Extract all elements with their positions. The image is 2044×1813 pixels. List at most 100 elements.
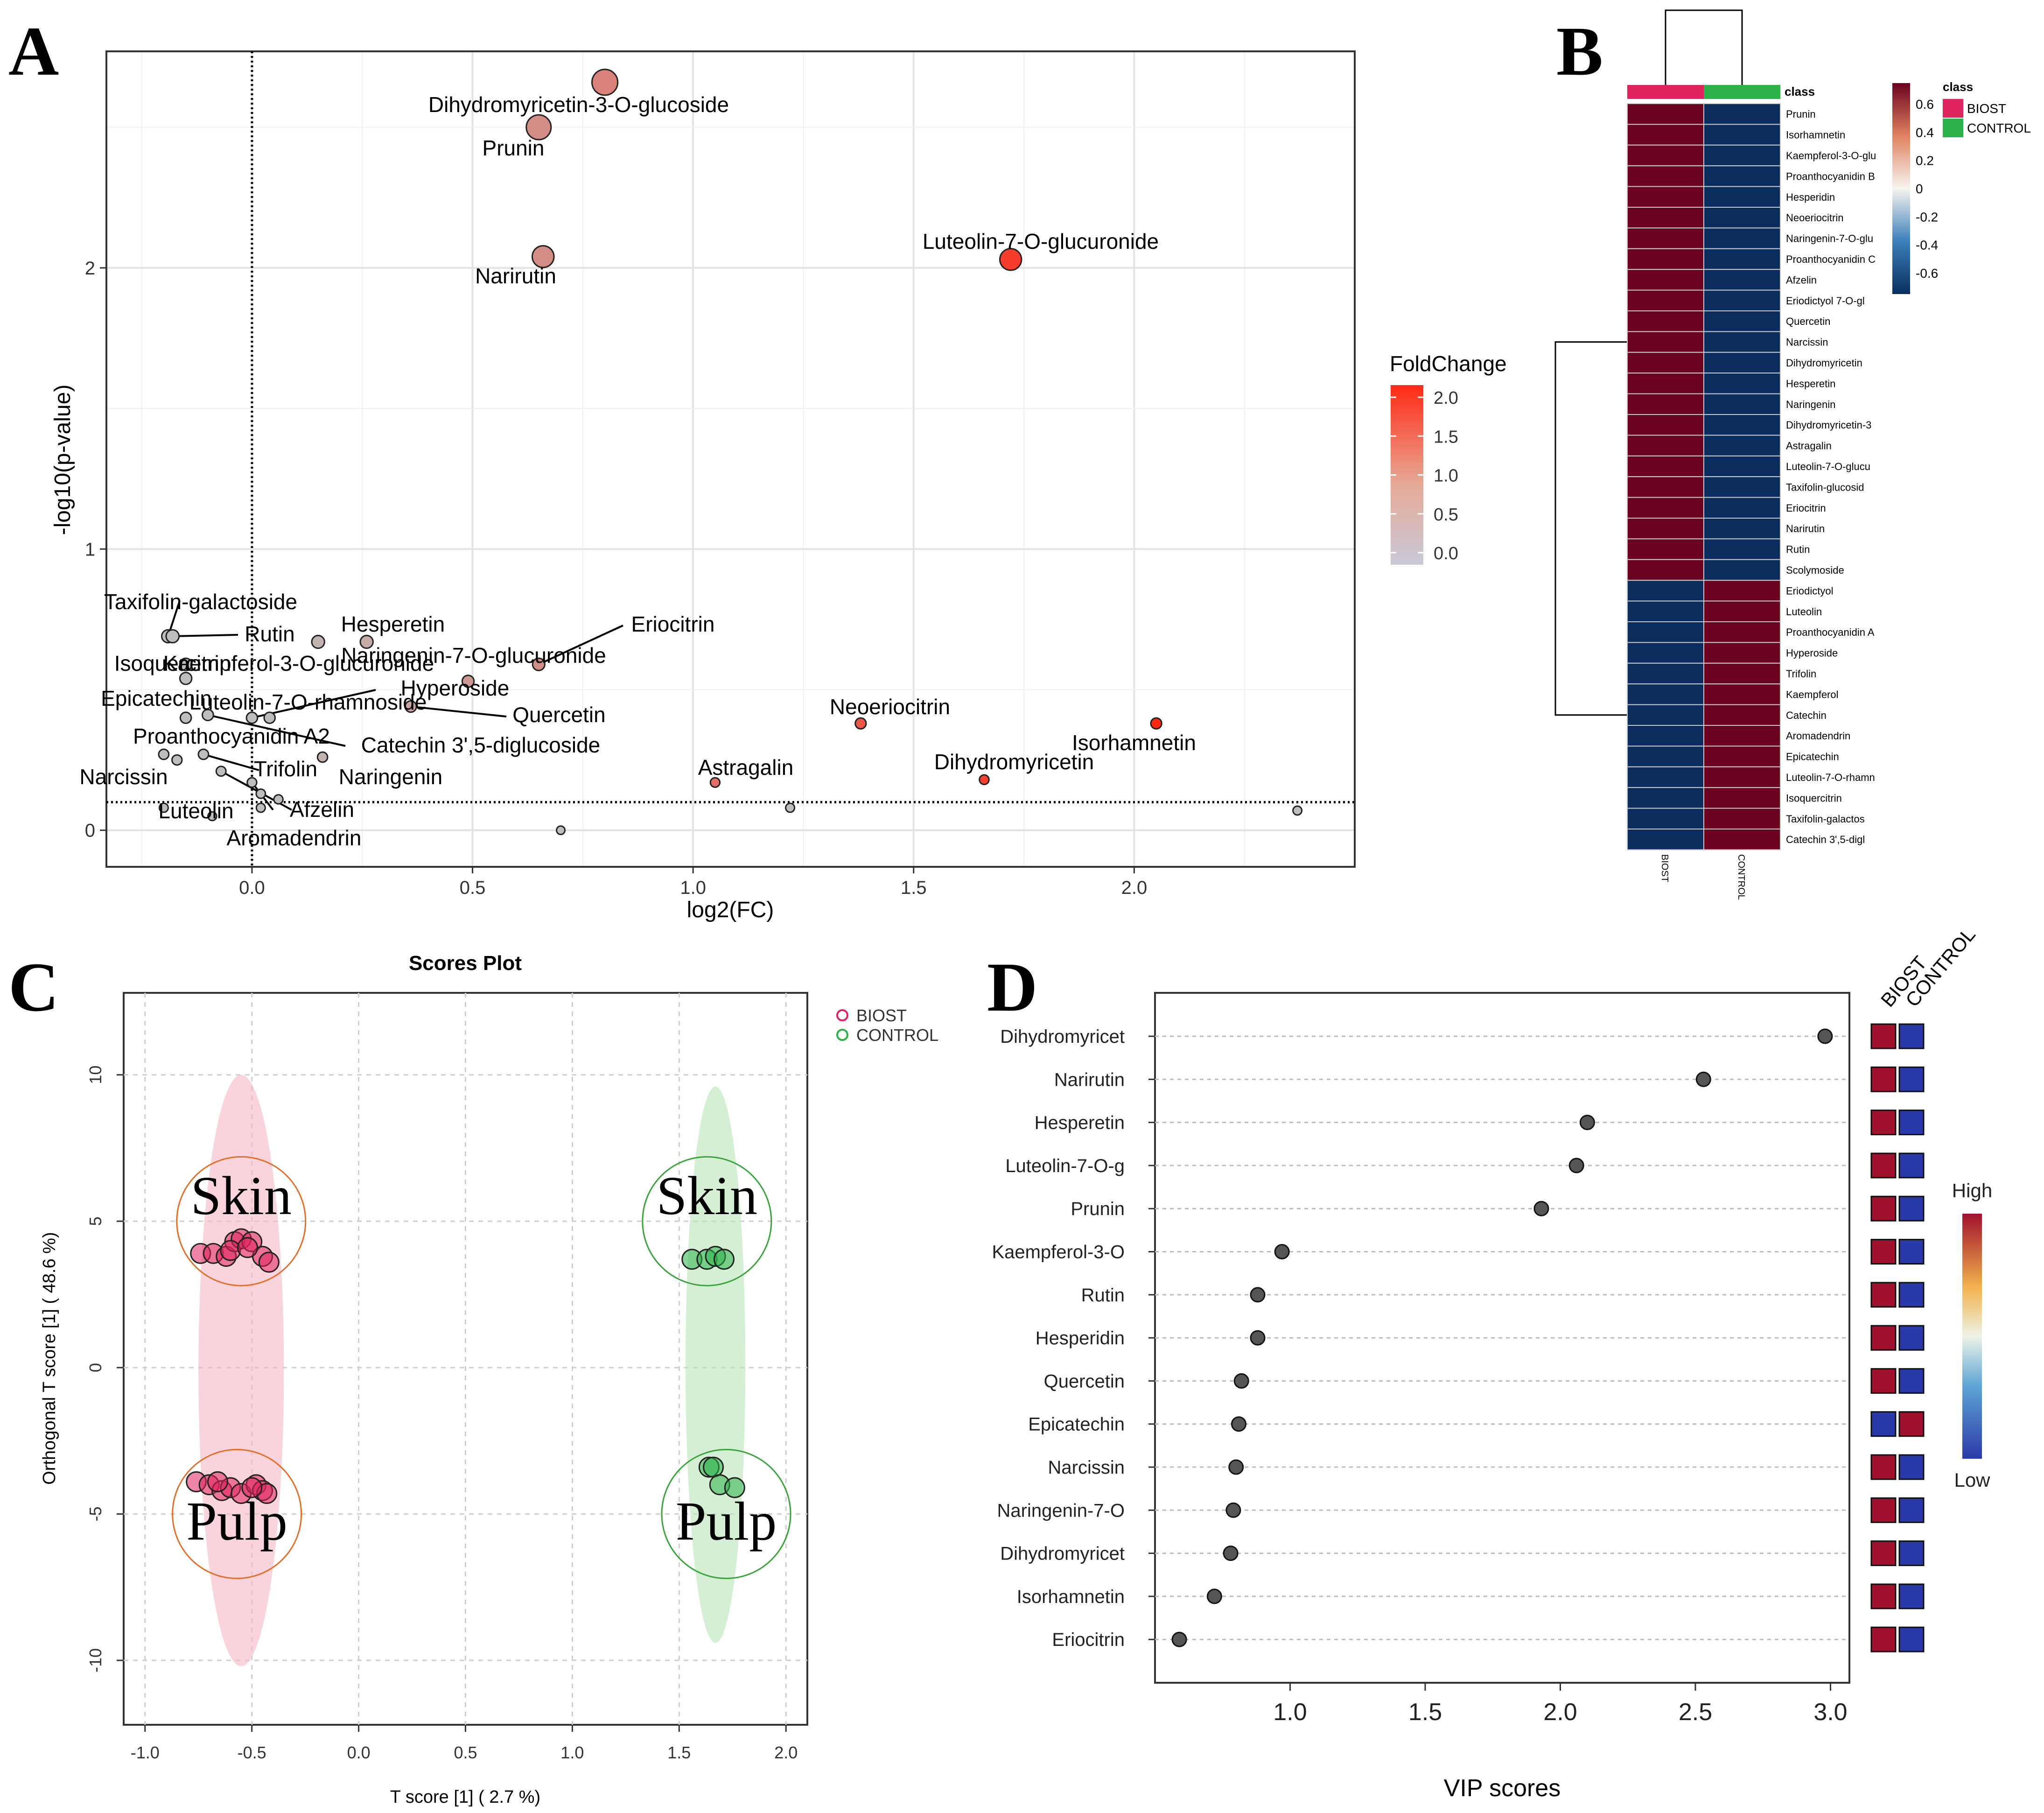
vip-point	[1579, 1115, 1595, 1131]
vip-control-cell	[1898, 1583, 1925, 1609]
volcano-label-leader	[411, 705, 507, 717]
foldchange-legend-tick-label: 0.0	[1434, 544, 1458, 563]
heatmap-row-label: Astragalin	[1786, 440, 1832, 452]
volcano-point-label: Prunin	[483, 136, 545, 160]
volcano-point	[165, 629, 180, 644]
heatmap-cell	[1703, 808, 1781, 829]
volcano-ticks: 0.0 0.5 1.0 1.5 2.0 0 1 2	[85, 258, 1147, 898]
heatmap-row-label: Rutin	[1786, 544, 1810, 555]
volcano-point-label: Afzelin	[290, 797, 354, 822]
volcano-point-label: Eriocitrin	[631, 612, 715, 636]
foldchange-legend-title: FoldChange	[1390, 351, 1507, 376]
volcano-point-label: Luteolin	[158, 799, 233, 823]
vip-plot: Dihydromyricet Narirutin Hesperetin Luteoli…	[992, 923, 1992, 1802]
vip-biost-cell	[1870, 1411, 1897, 1437]
heatmap-column-dendrogram	[1665, 9, 1743, 85]
heatmap-column-labels: BIOST CONTROL	[1659, 854, 1746, 900]
volcano-point	[255, 788, 266, 799]
volcano-y-tick-label: 0	[85, 821, 95, 841]
vip-colorbar-bar	[1962, 1214, 1982, 1459]
volcano-point-label: Luteolin-7-O-glucuronide	[923, 229, 1159, 253]
heatmap-cell	[1703, 476, 1781, 498]
volcano-point-label: Narcissin	[79, 765, 168, 789]
scores-group-circle	[172, 1448, 302, 1579]
heatmap-cell	[1627, 165, 1704, 187]
vip-point	[1568, 1158, 1584, 1174]
volcano-point	[158, 748, 170, 760]
scores-x-tick-label: 0.0	[347, 1743, 371, 1762]
volcano-x-tick-label: 0.0	[239, 878, 265, 898]
vip-biost-cell	[1870, 1195, 1897, 1222]
scores-group-circle	[176, 1156, 307, 1286]
vip-biost-cell	[1870, 1583, 1897, 1609]
heatmap-cell	[1627, 455, 1704, 478]
heatmap-cell	[1627, 289, 1704, 311]
heatmap-cell	[1703, 186, 1781, 208]
heatmap-cell	[1627, 310, 1704, 332]
scores-y-tick-label: 5	[86, 1216, 105, 1226]
heatmap-cell	[1627, 124, 1704, 146]
heatmap-row-label: Hesperidin	[1786, 191, 1835, 203]
volcano-point	[359, 634, 374, 649]
vip-biost-cell	[1870, 1540, 1897, 1567]
scores-ellipse-control	[686, 1086, 746, 1643]
volcano-y-tick-label: 2	[85, 258, 95, 279]
scores-group-circle	[642, 1156, 772, 1286]
scores-y-axis-title: Orthogonal T score [1] ( 48.6 %)	[40, 1232, 59, 1484]
volcano-point	[171, 754, 183, 766]
heatmap-cell	[1703, 248, 1781, 270]
heatmap-cell	[1703, 725, 1781, 747]
volcano-plot-bg	[106, 51, 1355, 867]
scores-annotation: Skin	[191, 1165, 292, 1226]
scores-x-axis-title: T score [1] ( 2.7 %)	[390, 1787, 540, 1807]
scores-ellipses	[198, 1075, 746, 1666]
vip-row-label: Narcissin	[1048, 1457, 1125, 1478]
scores-legend-label: CONTROL	[856, 1026, 938, 1045]
volcano-point	[1292, 805, 1303, 816]
heatmap-cell	[1627, 414, 1704, 436]
vip-row-label: Hesperidin	[1036, 1328, 1125, 1349]
volcano-x-axis-title: log2(FC)	[687, 898, 774, 922]
volcano-point-label: Epicatechin	[101, 686, 212, 710]
volcano-point	[461, 675, 475, 688]
vip-control-cell	[1898, 1454, 1925, 1480]
vip-biost-cell	[1870, 1282, 1897, 1308]
volcano-grid	[106, 51, 1355, 867]
heatmap-cell	[1627, 766, 1704, 788]
heatmap-cell	[1627, 186, 1704, 208]
heatmap-row-label: Isoquercitrin	[1786, 792, 1842, 804]
volcano-point-label: Narirutin	[475, 264, 556, 288]
volcano-point-label: Aromadendrin	[227, 826, 362, 850]
volcano-label-leaders	[167, 600, 623, 811]
vip-colorbar-high-label: High	[1952, 1180, 1992, 1202]
heatmap-class-legend: class BIOST CONTROL	[1943, 80, 2031, 137]
heatmap-cell	[1627, 393, 1704, 415]
heatmap: Prunin Isorhamnetin Kaempferol-3-O-glu Proa…	[1554, 9, 2031, 900]
volcano-plot: 0.0 0.5 1.0 1.5 2.0 0 1 2 Dihydromyricetin-3-O-…	[50, 50, 1507, 922]
heatmap-row-label: Luteolin-7-O-rhamn	[1786, 772, 1875, 783]
heatmap-cells	[1627, 85, 1781, 850]
vip-control-cell	[1898, 1023, 1925, 1049]
heatmap-cell	[1627, 227, 1704, 249]
heatmap-cell	[1627, 144, 1704, 167]
heatmap-row-label: Neoeriocitrin	[1786, 212, 1844, 224]
vip-biost-cell	[1870, 1023, 1897, 1049]
heatmap-colorbar-tick-label: -0.6	[1916, 266, 1938, 281]
vip-point	[1817, 1028, 1833, 1044]
heatmap-cell	[1627, 725, 1704, 747]
volcano-points	[158, 69, 1303, 836]
heatmap-row-label: Proanthocyanidin A	[1786, 626, 1875, 638]
heatmap-cell	[1703, 538, 1781, 560]
vip-row-label: Dihydromyricet	[1000, 1544, 1125, 1564]
heatmap-cell	[1703, 310, 1781, 332]
heatmap-class-legend-swatch	[1943, 99, 1963, 118]
heatmap-colorbar: 0.6 0.4 0.2 0 -0.2 -0.4 -0.6	[1892, 83, 1938, 294]
vip-point	[1250, 1330, 1266, 1346]
vip-control-cell	[1898, 1411, 1925, 1437]
volcano-point	[979, 774, 990, 786]
heatmap-cell	[1703, 393, 1781, 415]
vip-row-label: Rutin	[1081, 1285, 1125, 1306]
volcano-point	[207, 811, 217, 822]
vip-row-label: Epicatechin	[1028, 1414, 1125, 1435]
scores-ellipse-biost	[198, 1075, 284, 1666]
